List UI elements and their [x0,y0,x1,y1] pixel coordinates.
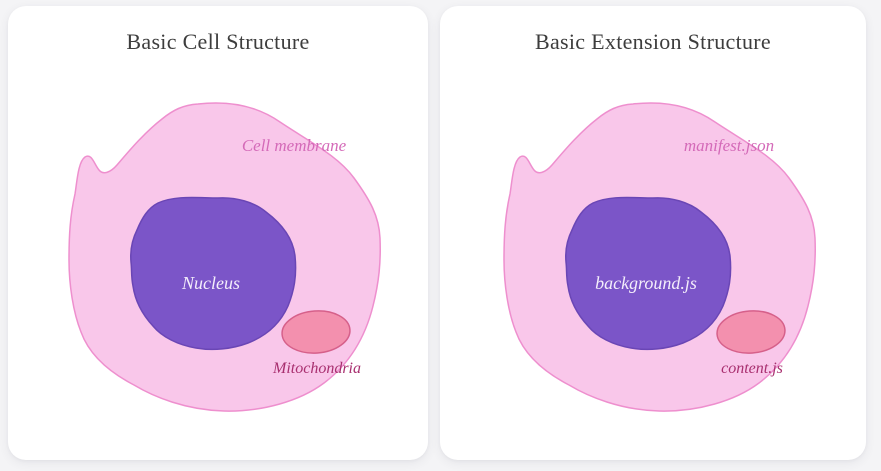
mitochondria-label: Mitochondria [272,360,361,377]
manifest-label: manifest.json [684,136,774,155]
cell-membrane-label: Cell membrane [242,136,347,155]
background-js-label: background.js [595,273,697,293]
extension-structure-card: Basic Extension Structure manifest.json … [440,6,866,460]
cell-diagram: Cell membrane Nucleus Mitochondria [68,102,381,412]
background-js-shape [565,196,732,351]
nucleus-shape [130,196,297,351]
content-js-shape [716,310,786,354]
content-js-label: content.js [721,360,783,377]
extension-diagram: manifest.json background.js content.js [503,102,816,412]
cell-card-title: Basic Cell Structure [126,29,310,54]
extension-card-title: Basic Extension Structure [534,29,771,54]
cell-structure-card: Basic Cell Structure Cell membrane Nucle… [8,6,428,460]
panels-container: Basic Cell Structure Cell membrane Nucle… [8,6,866,460]
mitochondria-shape [281,310,351,354]
nucleus-label: Nucleus [181,273,240,293]
